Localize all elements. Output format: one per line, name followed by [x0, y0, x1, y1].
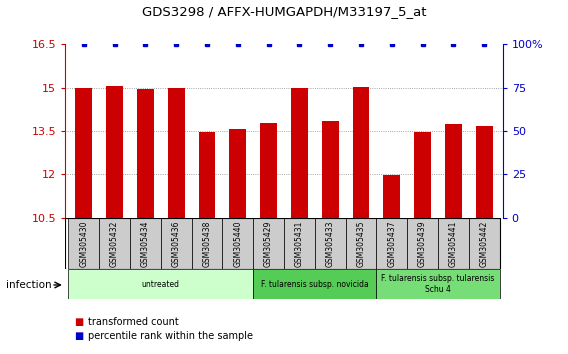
Text: GDS3298 / AFFX-HUMGAPDH/M33197_5_at: GDS3298 / AFFX-HUMGAPDH/M33197_5_at: [142, 5, 426, 18]
Text: transformed count: transformed count: [88, 317, 179, 327]
Text: GSM305437: GSM305437: [387, 220, 396, 267]
Bar: [383, 175, 400, 218]
Bar: [445, 124, 462, 218]
Text: GSM305430: GSM305430: [80, 220, 88, 267]
Bar: [191, 218, 223, 269]
Bar: [469, 218, 500, 269]
Text: GSM305440: GSM305440: [233, 220, 243, 267]
Bar: [168, 88, 185, 218]
Bar: [284, 218, 315, 269]
Bar: [291, 88, 308, 218]
Text: GSM305439: GSM305439: [418, 220, 427, 267]
Bar: [377, 218, 407, 269]
Text: F. tularensis subsp. tularensis
Schu 4: F. tularensis subsp. tularensis Schu 4: [381, 274, 495, 294]
Bar: [438, 218, 469, 269]
Text: infection: infection: [6, 280, 51, 290]
Bar: [161, 218, 191, 269]
Text: GSM305436: GSM305436: [172, 220, 181, 267]
Bar: [68, 269, 253, 299]
Text: GSM305433: GSM305433: [325, 220, 335, 267]
Bar: [377, 269, 500, 299]
Text: GSM305432: GSM305432: [110, 220, 119, 267]
Bar: [315, 218, 345, 269]
Text: GSM305434: GSM305434: [141, 220, 150, 267]
Bar: [106, 86, 123, 218]
Text: GSM305435: GSM305435: [357, 220, 365, 267]
Bar: [253, 218, 284, 269]
Text: GSM305438: GSM305438: [203, 220, 211, 267]
Bar: [353, 87, 369, 218]
Bar: [260, 124, 277, 218]
Bar: [321, 121, 339, 218]
Text: GSM305429: GSM305429: [264, 220, 273, 267]
Text: GSM305442: GSM305442: [480, 220, 488, 267]
Text: untreated: untreated: [142, 280, 180, 289]
Bar: [229, 129, 247, 218]
Bar: [99, 218, 130, 269]
Text: GSM305441: GSM305441: [449, 220, 458, 267]
Bar: [223, 218, 253, 269]
Bar: [345, 218, 377, 269]
Text: GSM305431: GSM305431: [295, 220, 304, 267]
Bar: [76, 88, 92, 218]
Bar: [476, 126, 492, 218]
Bar: [130, 218, 161, 269]
Bar: [414, 132, 431, 218]
Text: ■: ■: [74, 317, 83, 327]
Bar: [68, 218, 99, 269]
Text: F. tularensis subsp. novicida: F. tularensis subsp. novicida: [261, 280, 369, 289]
Text: percentile rank within the sample: percentile rank within the sample: [88, 331, 253, 341]
Bar: [137, 89, 154, 218]
Text: ■: ■: [74, 331, 83, 341]
Bar: [199, 132, 215, 218]
Bar: [253, 269, 377, 299]
Bar: [407, 218, 438, 269]
